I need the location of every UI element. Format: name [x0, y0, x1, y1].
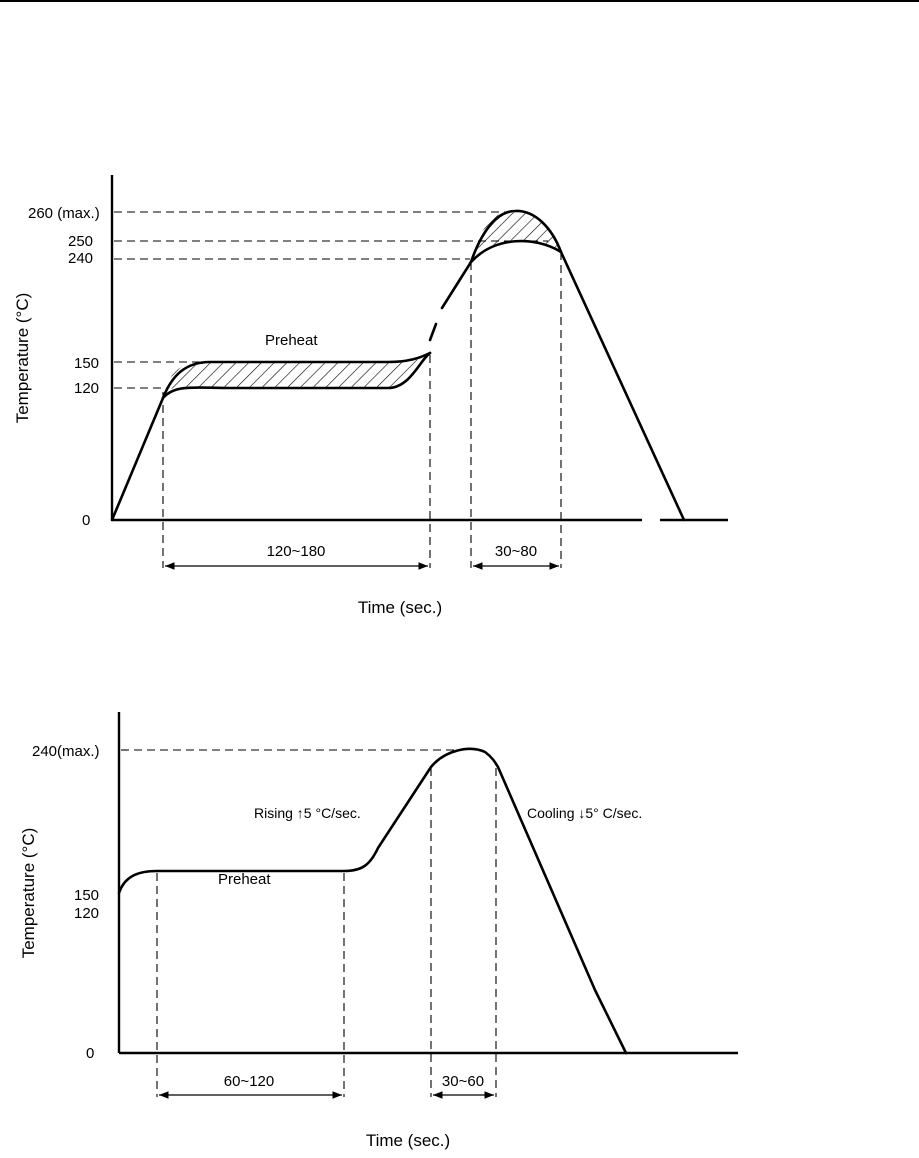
fig1-cooling-ramp [559, 250, 686, 522]
figure-2: 240(max.) 150 120 0 Temperature (°C) Tim… [19, 712, 738, 1150]
fig1-preheat-label: Preheat [265, 332, 318, 349]
fig2-tick-120: 120 [74, 905, 99, 922]
fig2-preheat-label: Preheat [218, 871, 271, 888]
fig2-tick-0: 0 [86, 1045, 94, 1062]
fig1-tick-250: 250 [68, 233, 93, 250]
fig2-cooling-label: Cooling ↓5° C/sec. [527, 805, 642, 821]
fig1-tick-150: 150 [74, 355, 99, 372]
fig1-tick-120: 120 [74, 380, 99, 397]
fig2-interval-peak: 30~60 [442, 1073, 484, 1090]
fig1-interval-preheat: 120~180 [267, 543, 326, 560]
fig1-peak-lower-arc [469, 239, 563, 264]
fig2-tick-240: 240(max.) [32, 743, 100, 760]
fig1-x-axis-title: Time (sec.) [358, 598, 442, 617]
fig2-profile [117, 747, 628, 1055]
fig2-y-axis-title: Temperature (°C) [19, 828, 38, 959]
fig2-rising-label: Rising ↑5 °C/sec. [254, 805, 361, 821]
fig1-ramp-to-peak [428, 209, 563, 342]
figure-1: 260 (max.) 250 240 150 120 0 Temperature… [13, 175, 728, 617]
fig1-peak-band [471, 210, 561, 262]
fig1-tick-0: 0 [82, 512, 90, 529]
fig2-x-axis-title: Time (sec.) [366, 1131, 450, 1150]
fig2-tick-150: 150 [74, 887, 99, 904]
fig1-profile-upper [161, 351, 432, 400]
fig1-tick-240: 240 [68, 250, 93, 267]
fig2-interval-preheat: 60~120 [224, 1073, 274, 1090]
fig1-interval-peak: 30~80 [495, 543, 537, 560]
fig1-profile-lower [110, 351, 432, 522]
fig1-tick-260: 260 (max.) [28, 205, 100, 222]
fig1-y-axis-title: Temperature (°C) [13, 293, 32, 424]
page-top-rule [0, 0, 919, 2]
